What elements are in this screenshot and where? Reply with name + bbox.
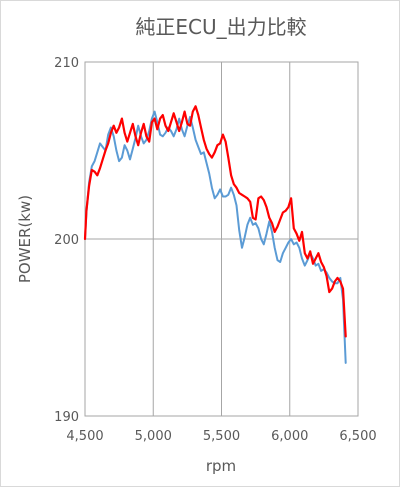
y-axis-ticks: 190 200 210 <box>54 56 79 425</box>
x-tick-label: 6,000 <box>271 429 308 444</box>
chart-title: 純正ECU_出力比較 <box>135 15 306 39</box>
gridlines <box>85 62 358 416</box>
x-tick-label: 6,500 <box>339 429 376 444</box>
y-tick-label: 210 <box>54 56 79 71</box>
y-tick-label: 200 <box>54 233 79 248</box>
series-lines <box>83 105 347 364</box>
x-tick-label: 5,000 <box>135 429 172 444</box>
x-tick-label: 4,500 <box>66 429 103 444</box>
x-axis-title: rpm <box>206 457 236 475</box>
y-tick-label: 190 <box>54 410 79 425</box>
x-axis-ticks: 4,500 5,000 5,500 6,000 6,500 <box>66 429 376 444</box>
series-line-blue <box>84 110 347 364</box>
series-line-red <box>83 105 347 338</box>
y-axis-title: POWER(kw) <box>16 195 34 283</box>
x-tick-label: 5,500 <box>203 429 240 444</box>
